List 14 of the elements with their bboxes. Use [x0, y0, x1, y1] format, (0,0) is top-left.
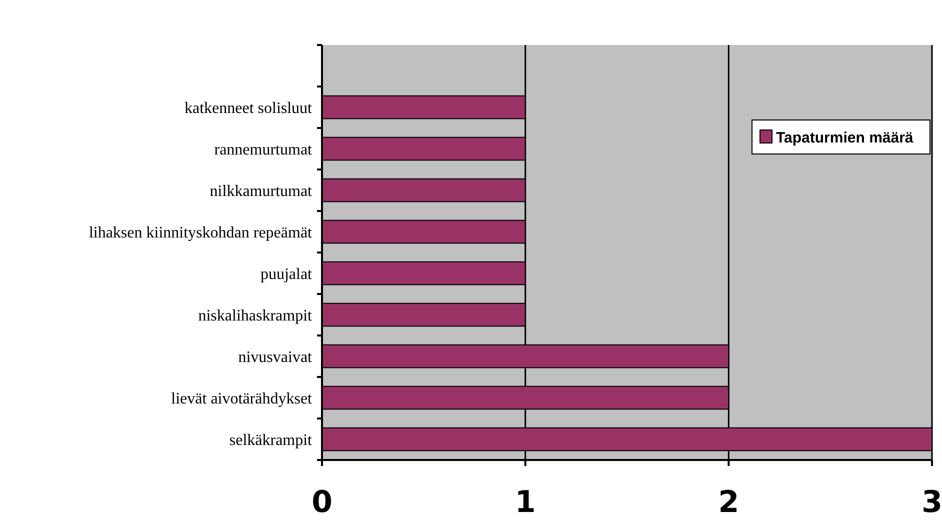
y-tick-label: puujalat	[260, 266, 313, 283]
x-tick-label: 0	[312, 485, 332, 520]
y-tick-label: nivusvaivat	[238, 348, 313, 366]
y-tick-label: nilkkamurtumat	[210, 182, 313, 200]
x-tick-label: 3	[922, 485, 942, 520]
legend-label: Tapaturmien määrä	[776, 129, 914, 146]
y-tick-label: rannemurtumat	[214, 141, 313, 158]
x-tick-label: 2	[718, 485, 740, 520]
y-tick-label: niskalihaskrampit	[198, 307, 313, 324]
y-tick-label: lievät aivotärähdykset	[171, 390, 313, 408]
y-tick-label: lihaksen kiinnityskohdan repeämät	[88, 224, 313, 242]
x-tick-label: 1	[514, 485, 536, 520]
y-tick-label: katkenneet solisluut	[184, 100, 313, 117]
y-tick-label: selkäkrampit	[229, 432, 313, 449]
